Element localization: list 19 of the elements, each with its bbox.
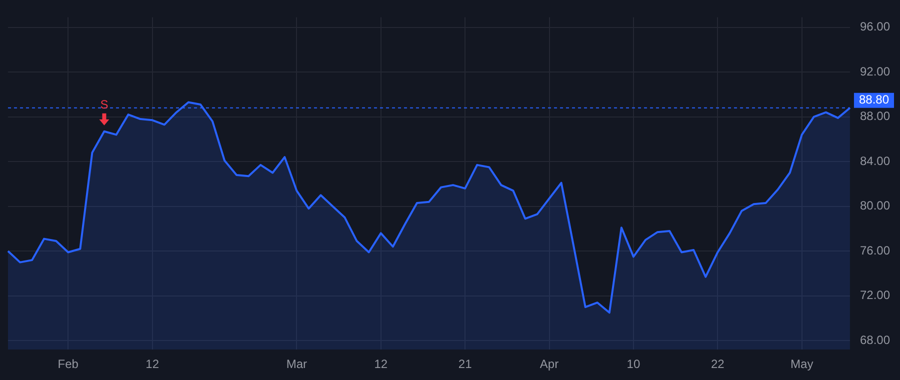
x-tick-label: 22 bbox=[710, 357, 725, 372]
y-tick-label: 68.00 bbox=[860, 332, 890, 347]
x-tick-label: Feb bbox=[58, 357, 79, 372]
y-tick-label: 96.00 bbox=[860, 20, 890, 34]
x-tick-label: Mar bbox=[286, 357, 308, 372]
x-tick-label: May bbox=[790, 357, 814, 372]
y-tick-label: 92.00 bbox=[860, 64, 890, 78]
annotation: S bbox=[100, 98, 108, 112]
x-tick-label: 21 bbox=[458, 357, 472, 372]
x-tick-label: Apr bbox=[540, 357, 559, 372]
x-tick-label: 12 bbox=[146, 357, 160, 372]
y-tick-label: 84.00 bbox=[860, 154, 890, 168]
y-tick-label: 80.00 bbox=[860, 198, 890, 213]
y-tick-label: 76.00 bbox=[860, 243, 890, 258]
y-tick-label: 72.00 bbox=[860, 288, 890, 302]
y-tick-label: 88.00 bbox=[860, 109, 890, 124]
x-tick-label: 12 bbox=[374, 357, 388, 372]
ref-line-label: 88.80 bbox=[858, 92, 890, 107]
x-tick-label: 10 bbox=[626, 357, 640, 372]
